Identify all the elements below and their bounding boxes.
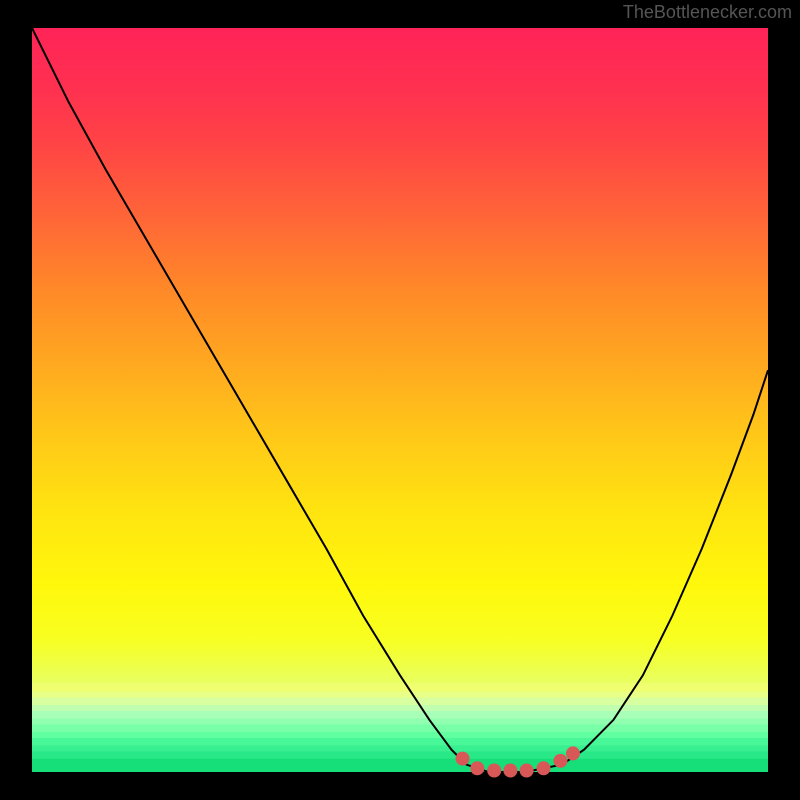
marker-dot [553, 754, 567, 768]
chart-container: TheBottlenecker.com [0, 0, 800, 800]
marker-dot [537, 761, 551, 775]
marker-dot [487, 764, 501, 778]
marker-dot [520, 764, 534, 778]
marker-dot [470, 761, 484, 775]
marker-dot [503, 764, 517, 778]
bottleneck-chart [0, 0, 800, 800]
plot-background [32, 28, 768, 772]
marker-dot [566, 746, 580, 760]
marker-dot [456, 752, 470, 766]
bottom-stripes [32, 683, 768, 772]
watermark-text: TheBottlenecker.com [623, 2, 792, 23]
